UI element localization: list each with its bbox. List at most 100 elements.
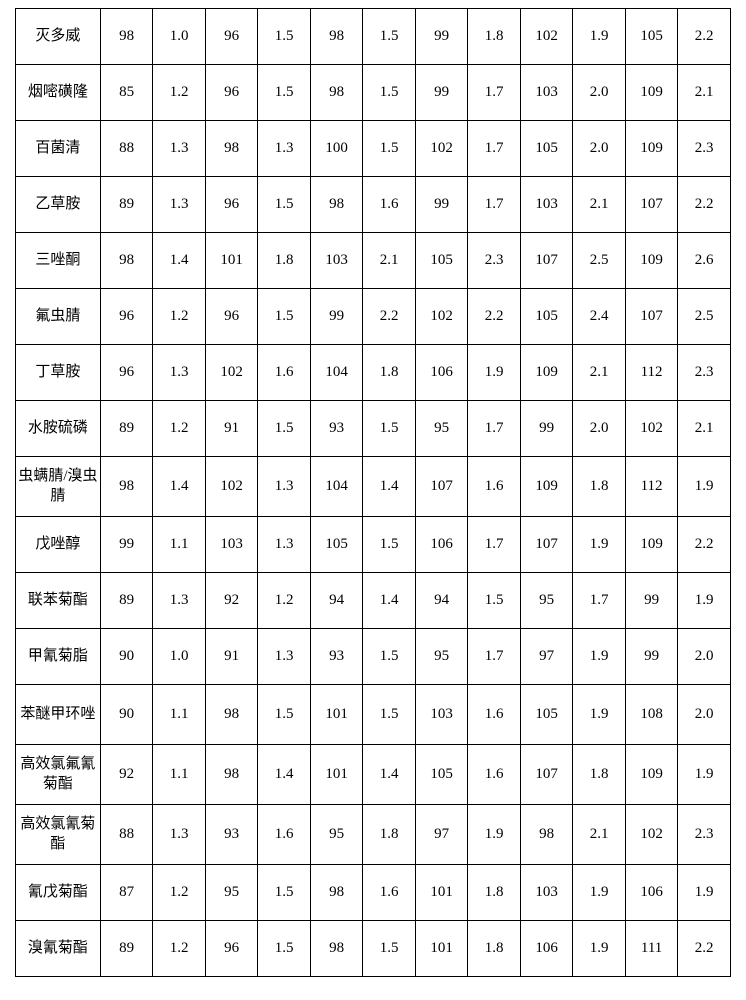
cell-value: 109 <box>625 233 678 289</box>
cell-value: 98 <box>310 921 363 977</box>
cell-value: 103 <box>310 233 363 289</box>
cell-value: 89 <box>100 177 153 233</box>
cell-value: 1.2 <box>153 401 206 457</box>
row-label: 氰戊菊酯 <box>16 865 101 921</box>
cell-value: 1.9 <box>573 629 626 685</box>
table-row: 丁草胺961.31021.61041.81061.91092.11122.3 <box>16 345 731 401</box>
cell-value: 102 <box>205 345 258 401</box>
cell-value: 1.7 <box>468 401 521 457</box>
row-label: 苯醚甲环唑 <box>16 685 101 745</box>
cell-value: 98 <box>205 121 258 177</box>
cell-value: 1.5 <box>363 685 416 745</box>
cell-value: 2.0 <box>573 401 626 457</box>
cell-value: 1.5 <box>363 517 416 573</box>
cell-value: 1.8 <box>363 805 416 865</box>
cell-value: 88 <box>100 805 153 865</box>
cell-value: 104 <box>310 345 363 401</box>
cell-value: 1.9 <box>573 9 626 65</box>
cell-value: 1.8 <box>468 921 521 977</box>
cell-value: 91 <box>205 401 258 457</box>
cell-value: 2.1 <box>678 65 731 121</box>
cell-value: 105 <box>625 9 678 65</box>
cell-value: 99 <box>415 9 468 65</box>
row-label: 丁草胺 <box>16 345 101 401</box>
cell-value: 1.7 <box>468 629 521 685</box>
cell-value: 1.8 <box>363 345 416 401</box>
cell-value: 99 <box>625 573 678 629</box>
cell-value: 2.3 <box>678 805 731 865</box>
cell-value: 1.8 <box>468 9 521 65</box>
row-label: 甲氰菊脂 <box>16 629 101 685</box>
cell-value: 2.0 <box>573 121 626 177</box>
cell-value: 101 <box>310 685 363 745</box>
cell-value: 99 <box>520 401 573 457</box>
cell-value: 102 <box>625 805 678 865</box>
cell-value: 85 <box>100 65 153 121</box>
table-row: 灭多威981.0961.5981.5991.81021.91052.2 <box>16 9 731 65</box>
cell-value: 1.4 <box>363 457 416 517</box>
cell-value: 1.5 <box>258 921 311 977</box>
cell-value: 1.2 <box>258 573 311 629</box>
cell-value: 112 <box>625 345 678 401</box>
cell-value: 1.3 <box>258 457 311 517</box>
cell-value: 2.0 <box>678 629 731 685</box>
cell-value: 99 <box>310 289 363 345</box>
cell-value: 2.3 <box>678 121 731 177</box>
cell-value: 89 <box>100 401 153 457</box>
cell-value: 1.8 <box>573 745 626 805</box>
cell-value: 100 <box>310 121 363 177</box>
cell-value: 99 <box>100 517 153 573</box>
cell-value: 99 <box>415 65 468 121</box>
cell-value: 90 <box>100 685 153 745</box>
cell-value: 106 <box>415 345 468 401</box>
table-row: 虫螨腈/溴虫腈981.41021.31041.41071.61091.81121… <box>16 457 731 517</box>
table-row: 苯醚甲环唑901.1981.51011.51031.61051.91082.0 <box>16 685 731 745</box>
cell-value: 102 <box>415 121 468 177</box>
cell-value: 1.9 <box>678 457 731 517</box>
cell-value: 90 <box>100 629 153 685</box>
cell-value: 1.5 <box>258 289 311 345</box>
cell-value: 1.9 <box>678 745 731 805</box>
row-label: 三唑酮 <box>16 233 101 289</box>
cell-value: 2.3 <box>468 233 521 289</box>
table-row: 水胺硫磷891.2911.5931.5951.7992.01022.1 <box>16 401 731 457</box>
cell-value: 2.4 <box>573 289 626 345</box>
cell-value: 1.1 <box>153 685 206 745</box>
cell-value: 105 <box>520 289 573 345</box>
cell-value: 1.3 <box>153 573 206 629</box>
cell-value: 98 <box>310 865 363 921</box>
cell-value: 103 <box>520 865 573 921</box>
cell-value: 1.6 <box>363 865 416 921</box>
cell-value: 1.3 <box>258 517 311 573</box>
cell-value: 1.7 <box>468 177 521 233</box>
table-row: 氟虫腈961.2961.5992.21022.21052.41072.5 <box>16 289 731 345</box>
cell-value: 1.5 <box>363 65 416 121</box>
row-label: 联苯菊酯 <box>16 573 101 629</box>
cell-value: 107 <box>520 745 573 805</box>
cell-value: 2.3 <box>678 345 731 401</box>
cell-value: 1.3 <box>153 177 206 233</box>
cell-value: 1.5 <box>363 921 416 977</box>
cell-value: 101 <box>310 745 363 805</box>
cell-value: 2.6 <box>678 233 731 289</box>
cell-value: 95 <box>310 805 363 865</box>
cell-value: 1.5 <box>468 573 521 629</box>
cell-value: 96 <box>100 289 153 345</box>
cell-value: 2.1 <box>363 233 416 289</box>
cell-value: 111 <box>625 921 678 977</box>
table-row: 高效氯氟氰菊酯921.1981.41011.41051.61071.81091.… <box>16 745 731 805</box>
cell-value: 89 <box>100 573 153 629</box>
cell-value: 2.2 <box>468 289 521 345</box>
cell-value: 105 <box>520 121 573 177</box>
table-row: 联苯菊酯891.3921.2941.4941.5951.7991.9 <box>16 573 731 629</box>
cell-value: 103 <box>205 517 258 573</box>
cell-value: 2.2 <box>678 517 731 573</box>
row-label: 高效氯氰菊酯 <box>16 805 101 865</box>
table-row: 高效氯氰菊酯881.3931.6951.8971.9982.11022.3 <box>16 805 731 865</box>
cell-value: 2.5 <box>573 233 626 289</box>
row-label: 戊唑醇 <box>16 517 101 573</box>
cell-value: 1.4 <box>153 233 206 289</box>
cell-value: 99 <box>415 177 468 233</box>
cell-value: 87 <box>100 865 153 921</box>
cell-value: 1.5 <box>258 401 311 457</box>
